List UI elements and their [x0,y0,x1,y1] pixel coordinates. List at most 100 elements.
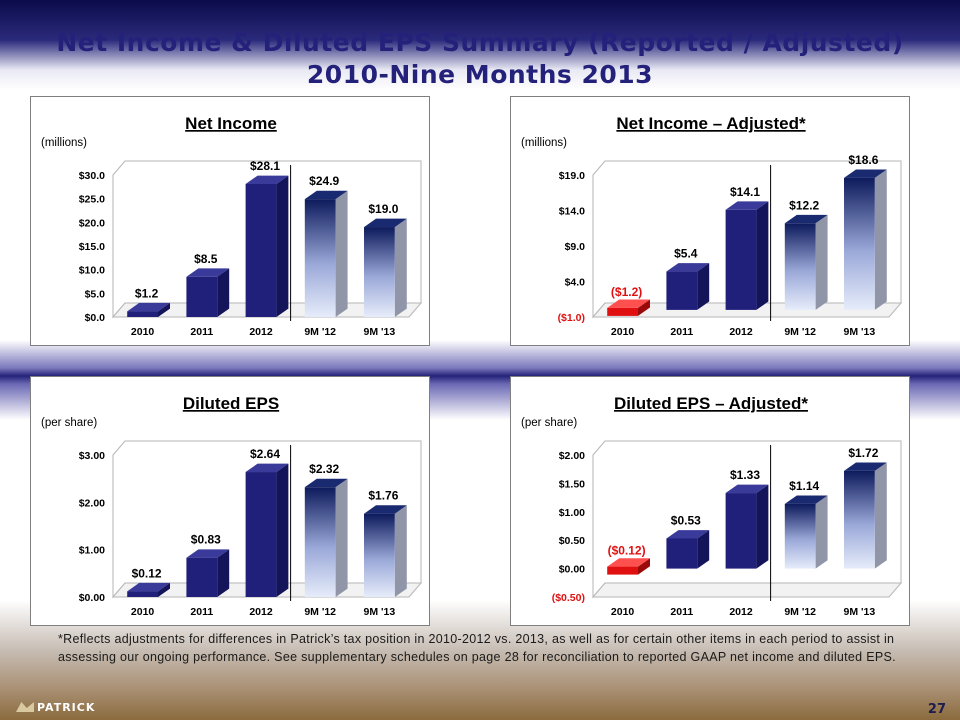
y-tick-label: $1.50 [559,478,585,490]
x-category-label: 9M '12 [304,606,336,618]
x-category-label: 2012 [729,326,753,338]
chart-title: Diluted EPS – Adjusted* [614,394,808,413]
data-label: $28.1 [250,159,280,173]
x-category-label: 9M '13 [364,326,396,338]
diluted-eps-adjusted-svg: Diluted EPS – Adjusted* (per share) ($0.50… [521,394,903,618]
y-tick-label: $0.50 [559,535,585,547]
data-label: $1.14 [789,479,819,493]
bar-9m-13 [844,169,887,310]
bar-2012 [245,463,289,597]
page-number: 27 [927,702,946,717]
y-tick-label: $0.00 [79,592,105,604]
data-label: $14.1 [730,185,760,199]
data-label: $1.33 [730,468,760,482]
data-label: ($1.2) [611,285,642,299]
net-income-chart-panel: Net Income (millions) $0.0 $5.0 $10.0 $15.0 $2… [30,96,430,346]
y-tick-label: $19.0 [559,170,585,182]
logo-mark-icon [16,702,34,712]
data-label: $2.32 [309,462,339,476]
bar-2011 [666,530,710,569]
y-tick-label: $2.00 [559,450,585,462]
x-category-label: 9M '12 [784,326,816,338]
bar-2012 [725,484,769,569]
y-tick-label: $1.00 [559,507,585,519]
data-label: $24.9 [309,174,339,188]
data-label: $1.2 [135,286,159,300]
data-label: $12.2 [789,198,819,212]
y-tick-label: $3.00 [79,450,105,462]
bar-9m-12 [784,214,828,310]
data-label: $0.12 [132,566,162,580]
chart-title: Diluted EPS [183,394,279,413]
y-tick-label: ($1.0) [558,312,585,324]
x-category-label: 9M '12 [304,326,336,338]
y-tick-label: $4.0 [565,277,586,289]
bar-2010 [607,558,650,575]
page-title-line-2: 2010-Nine Months 2013 [306,60,654,89]
net-income-svg: Net Income (millions) $0.0 $5.0 $10.0 $15.0 $2… [41,114,423,338]
diluted-eps-chart-panel: Diluted EPS (per share) $0.00 $1.00 $2.00 $3.… [30,376,430,626]
bar-2012 [245,175,289,317]
y-tick-label: $2.00 [79,497,105,509]
x-category-label: 2011 [190,606,213,618]
data-label: $0.83 [191,533,221,547]
bar-9m-12 [784,495,828,569]
bar-9m-12 [304,190,348,317]
y-tick-label: $10.0 [79,265,105,277]
bar-2011 [666,263,710,310]
bar-2010 [127,582,170,597]
data-label: $8.5 [194,252,218,266]
x-category-label: 9M '13 [364,606,396,618]
unit-label: (millions) [521,137,567,149]
x-category-label: 2011 [670,606,693,618]
y-tick-label: $30.0 [79,170,105,182]
bar-2012 [725,201,769,310]
x-category-label: 2010 [611,326,635,338]
y-tick-label: ($0.50) [552,592,585,604]
net-income-adjusted-svg: Net Income – Adjusted* (millions) ($1.0) $4… [521,114,903,338]
bar-9m-13 [844,462,887,569]
x-category-label: 2010 [131,606,155,618]
bar-9m-13 [364,218,407,317]
diluted-eps-adjusted-chart-panel: Diluted EPS – Adjusted* (per share) ($0.50… [510,376,910,626]
y-tick-label: $14.0 [559,206,585,218]
y-tick-label: $9.0 [565,241,586,253]
y-tick-label: $20.0 [79,217,105,229]
bar-2011 [186,268,230,317]
chart-title: Net Income – Adjusted* [616,114,806,133]
logo-text: PATRICK [37,701,96,714]
y-tick-label: $25.0 [79,194,105,206]
unit-label: (per share) [41,417,97,429]
y-tick-label: $15.0 [79,241,105,253]
x-category-label: 2010 [611,606,635,618]
data-label: $2.64 [250,447,280,461]
page-title-line-1: Net Income & Diluted EPS Summary (Report… [56,28,904,57]
data-label: $1.76 [368,489,398,503]
bar-2010 [127,302,170,317]
data-label: $1.72 [848,446,878,460]
bar-2010 [607,299,650,316]
y-tick-label: $1.00 [79,545,105,557]
x-category-label: 2012 [729,606,753,618]
data-label: $5.4 [674,247,698,261]
chart-title: Net Income [185,114,277,133]
y-tick-label: $0.0 [85,312,106,324]
company-logo: PATRICK [16,701,95,714]
unit-label: (millions) [41,137,87,149]
y-tick-label: $0.00 [559,564,585,576]
bar-9m-12 [304,478,348,597]
data-label: $0.53 [671,513,701,527]
bar-9m-13 [364,505,407,597]
x-category-label: 9M '12 [784,606,816,618]
x-category-label: 2011 [670,326,693,338]
diluted-eps-svg: Diluted EPS (per share) $0.00 $1.00 $2.00 $3.… [41,394,423,618]
chart-floor [591,582,903,598]
data-label: $19.0 [368,202,398,216]
x-category-label: 2012 [249,606,273,618]
unit-label: (per share) [521,417,577,429]
x-category-label: 2012 [249,326,273,338]
x-category-label: 2010 [131,326,155,338]
bar-2011 [186,549,230,597]
y-tick-label: $5.0 [85,288,106,300]
x-category-label: 9M '13 [844,606,876,618]
